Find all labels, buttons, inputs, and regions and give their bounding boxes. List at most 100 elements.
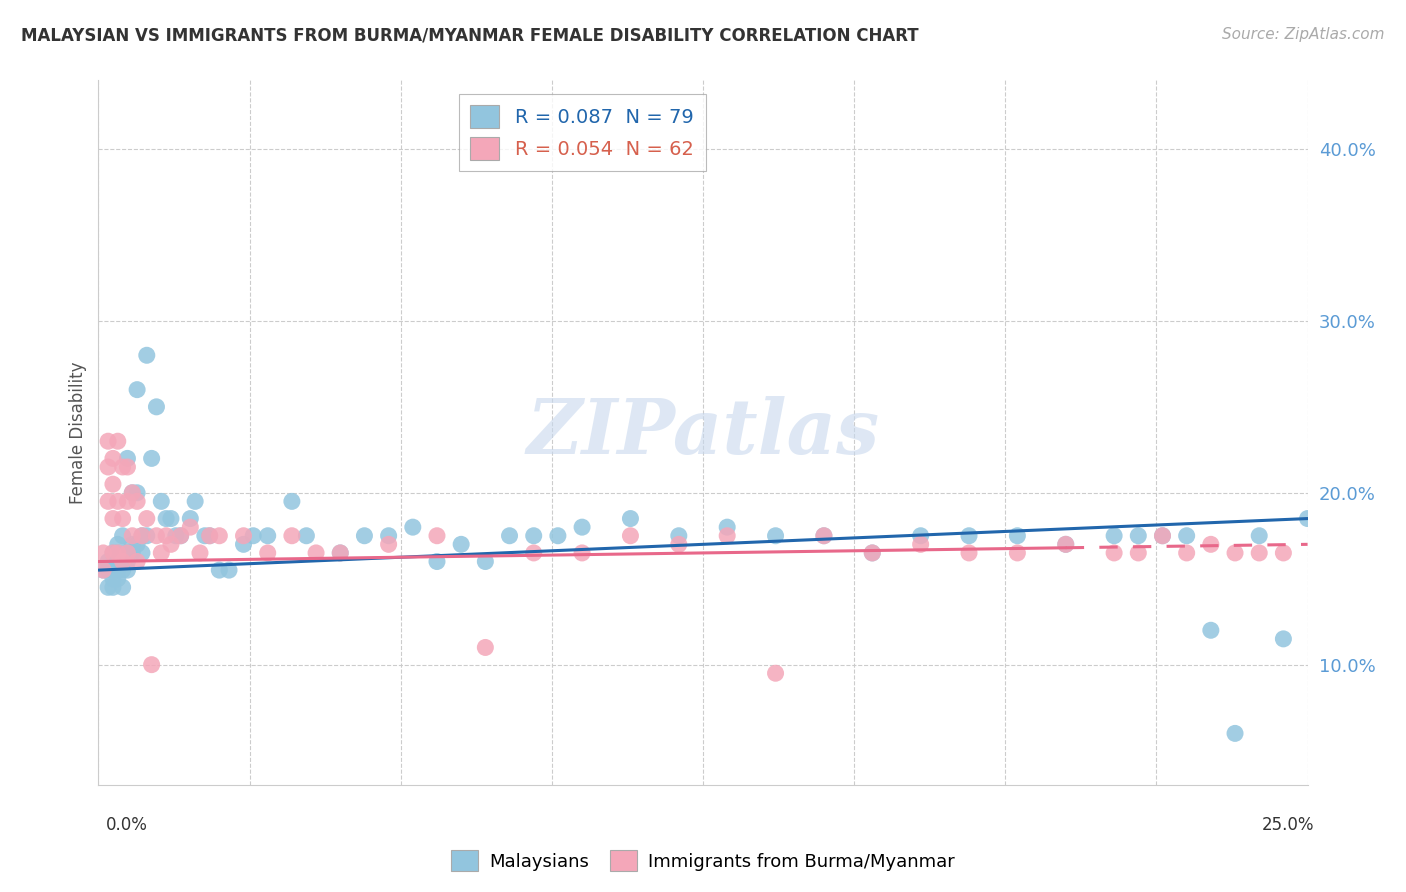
Point: [1199, 537, 1222, 551]
Point: [1223, 546, 1246, 560]
Text: MALAYSIAN VS IMMIGRANTS FROM BURMA/MYANMAR FEMALE DISABILITY CORRELATION CHART: MALAYSIAN VS IMMIGRANTS FROM BURMA/MYANM…: [21, 27, 918, 45]
Point: [135, 348, 157, 362]
Point: [194, 529, 217, 543]
Point: [281, 529, 304, 543]
Point: [426, 529, 449, 543]
Point: [150, 494, 173, 508]
Point: [111, 555, 134, 569]
Point: [1007, 529, 1029, 543]
Text: 0.0%: 0.0%: [105, 816, 148, 834]
Point: [107, 563, 129, 577]
Point: [523, 546, 546, 560]
Point: [101, 477, 124, 491]
Point: [127, 555, 149, 569]
Point: [1007, 546, 1029, 560]
Point: [353, 529, 375, 543]
Point: [813, 529, 835, 543]
Point: [1223, 726, 1246, 740]
Point: [377, 537, 399, 551]
Point: [860, 546, 883, 560]
Point: [101, 546, 124, 560]
Point: [135, 511, 157, 525]
Text: ZIPatlas: ZIPatlas: [526, 396, 880, 469]
Point: [155, 511, 177, 525]
Point: [198, 529, 221, 543]
Point: [402, 520, 425, 534]
Point: [860, 546, 883, 560]
Point: [1152, 529, 1174, 543]
Point: [141, 657, 163, 672]
Point: [117, 555, 139, 569]
Point: [571, 546, 593, 560]
Point: [107, 546, 129, 560]
Point: [117, 494, 139, 508]
Point: [107, 494, 129, 508]
Point: [547, 529, 569, 543]
Point: [256, 529, 278, 543]
Point: [111, 580, 134, 594]
Point: [232, 529, 254, 543]
Point: [910, 529, 932, 543]
Point: [111, 511, 134, 525]
Point: [668, 537, 690, 551]
Point: [232, 537, 254, 551]
Point: [1272, 632, 1295, 646]
Point: [716, 520, 738, 534]
Point: [765, 666, 787, 681]
Point: [910, 537, 932, 551]
Point: [377, 529, 399, 543]
Point: [957, 546, 980, 560]
Point: [111, 555, 134, 569]
Point: [111, 563, 134, 577]
Point: [91, 563, 114, 577]
Point: [101, 563, 124, 577]
Point: [107, 537, 129, 551]
Point: [179, 520, 201, 534]
Point: [619, 511, 641, 525]
Point: [208, 563, 231, 577]
Point: [121, 546, 143, 560]
Point: [145, 400, 167, 414]
Point: [1249, 546, 1271, 560]
Point: [1054, 537, 1077, 551]
Point: [117, 563, 139, 577]
Point: [329, 546, 352, 560]
Point: [426, 555, 449, 569]
Point: [111, 529, 134, 543]
Text: 25.0%: 25.0%: [1263, 816, 1315, 834]
Point: [1175, 546, 1198, 560]
Point: [169, 529, 191, 543]
Point: [1128, 546, 1150, 560]
Text: Source: ZipAtlas.com: Source: ZipAtlas.com: [1222, 27, 1385, 42]
Point: [155, 529, 177, 543]
Point: [281, 494, 304, 508]
Point: [474, 640, 496, 655]
Point: [329, 546, 352, 560]
Point: [169, 529, 191, 543]
Point: [101, 580, 124, 594]
Point: [127, 485, 149, 500]
Point: [1296, 511, 1319, 525]
Point: [107, 555, 129, 569]
Point: [619, 529, 641, 543]
Point: [131, 529, 153, 543]
Point: [1102, 529, 1125, 543]
Point: [305, 546, 328, 560]
Point: [256, 546, 278, 560]
Point: [101, 451, 124, 466]
Point: [1152, 529, 1174, 543]
Point: [107, 546, 129, 560]
Point: [131, 546, 153, 560]
Point: [97, 555, 120, 569]
Point: [242, 529, 264, 543]
Point: [117, 546, 139, 560]
Point: [1249, 529, 1271, 543]
Point: [91, 563, 114, 577]
Point: [121, 485, 143, 500]
Point: [111, 460, 134, 475]
Point: [150, 546, 173, 560]
Point: [127, 383, 149, 397]
Point: [117, 460, 139, 475]
Point: [121, 537, 143, 551]
Point: [571, 520, 593, 534]
